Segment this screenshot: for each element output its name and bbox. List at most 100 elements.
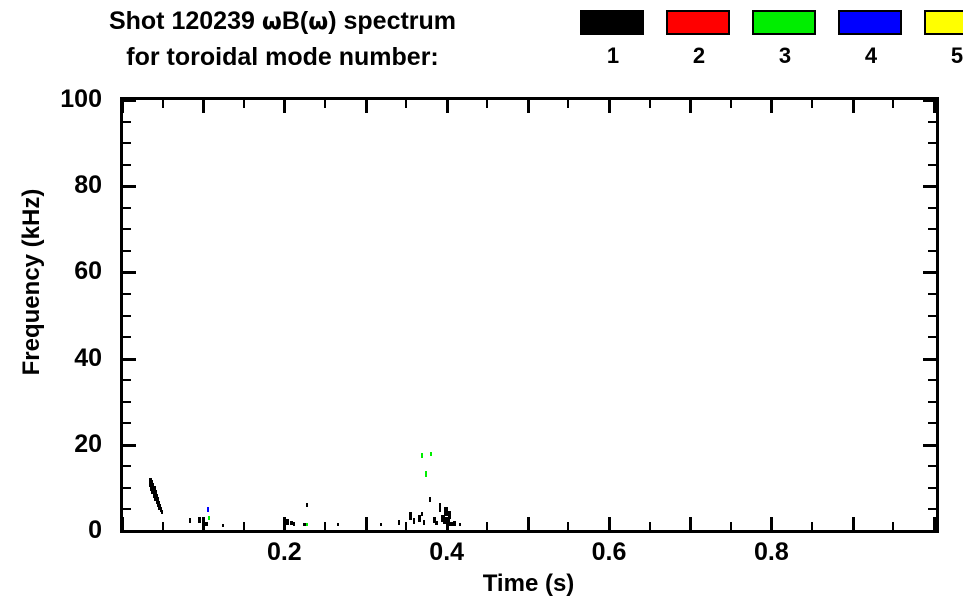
x-tick-minor: [405, 522, 408, 530]
plot-title: Shot 120239 ωB(ω) spectrum for toroidal …: [0, 4, 565, 75]
legend-item-mode-4[interactable]: 4: [838, 10, 904, 68]
data-mark-mode-1: [189, 518, 192, 524]
y-tick-minor-right: [928, 292, 936, 295]
x-tick-major: [526, 517, 530, 530]
plot-title-line-1: Shot 120239 ωB(ω) spectrum: [0, 4, 565, 40]
y-tick-minor: [123, 163, 131, 166]
legend-swatch-mode-2: [666, 10, 730, 35]
y-tick-minor: [123, 336, 131, 339]
legend-swatch-mode-5: [924, 10, 963, 35]
legend-label-mode-1: 1: [606, 43, 620, 68]
data-mark-mode-1: [442, 519, 446, 525]
data-mark-mode-1: [161, 510, 164, 515]
y-tick-minor: [123, 120, 131, 123]
legend-swatch-mode-1: [580, 10, 644, 35]
y-tick-minor: [123, 379, 131, 382]
x-tick-major-top: [364, 100, 368, 113]
y-tick-major-right: [923, 99, 936, 102]
data-mark-mode-1: [290, 520, 294, 525]
y-tick-minor: [123, 314, 131, 317]
data-mark-mode-1: [433, 516, 437, 523]
y-tick-major: [123, 357, 136, 361]
x-tick-major-top: [121, 100, 124, 113]
legend-item-mode-3[interactable]: 3: [752, 10, 818, 68]
y-tick-minor: [123, 400, 131, 403]
x-tick-minor: [810, 522, 813, 530]
y-tick-minor-right: [928, 400, 936, 403]
data-mark-mode-3: [424, 471, 427, 478]
x-tick-minor: [486, 522, 489, 530]
x-tick-major-top: [932, 100, 936, 113]
data-mark-mode-1: [417, 515, 421, 523]
x-tick-major-top: [445, 100, 449, 113]
legend-label-mode-4: 4: [864, 43, 878, 68]
legend-item-mode-2[interactable]: 2: [666, 10, 732, 68]
y-tick-minor: [123, 422, 131, 425]
x-tick-minor-top: [405, 100, 408, 108]
data-mark-mode-1: [303, 523, 307, 527]
legend-item-mode-5[interactable]: 5: [924, 10, 963, 68]
legend-label-mode-3: 3: [778, 43, 792, 68]
y-tick-minor-right: [928, 465, 936, 468]
y-tick-minor: [123, 228, 131, 231]
x-tick-major: [364, 517, 368, 530]
data-marks-layer: [123, 100, 936, 530]
x-tick-minor: [729, 522, 732, 530]
data-mark-mode-1: [429, 497, 432, 503]
y-tick-minor: [123, 292, 131, 295]
data-mark-mode-1: [397, 519, 400, 525]
y-tick-minor-right: [928, 163, 936, 166]
title-spectrum-text: ) spectrum: [328, 7, 457, 35]
axis-left: [120, 97, 123, 533]
x-tick-minor: [648, 522, 651, 530]
y-tick-major-right: [923, 530, 936, 533]
y-tick-label: 80: [74, 171, 102, 200]
x-tick-major-top: [689, 100, 693, 113]
data-mark-mode-1: [445, 516, 450, 523]
legend-swatch-mode-3: [752, 10, 816, 35]
legend-item-mode-1[interactable]: 1: [580, 10, 646, 68]
data-mark-mode-3: [305, 522, 308, 526]
legend-label-mode-2: 2: [692, 43, 706, 68]
y-tick-minor: [123, 508, 131, 511]
axis-bottom: [120, 530, 939, 533]
y-tick-minor-right: [928, 206, 936, 209]
data-mark-mode-3: [430, 452, 433, 457]
x-tick-major: [202, 517, 206, 530]
data-mark-mode-1: [409, 512, 413, 521]
x-tick-label: 0.4: [429, 538, 465, 566]
y-tick-major: [123, 185, 136, 189]
y-tick-minor-right: [928, 314, 936, 317]
data-mark-mode-1: [204, 522, 208, 527]
data-mark-mode-1: [421, 511, 424, 516]
legend-swatch-mode-4: [838, 10, 902, 35]
y-tick-minor: [123, 206, 131, 209]
omega-symbol-1: ω: [261, 9, 282, 35]
y-tick-label: 20: [74, 429, 102, 458]
x-tick-major: [121, 517, 124, 530]
x-tick-label: 0.8: [754, 538, 789, 566]
y-tick-label: 40: [74, 343, 102, 372]
x-tick-minor-top: [242, 100, 245, 108]
y-tick-minor: [123, 465, 131, 468]
omega-symbol-2: ω: [308, 9, 329, 35]
y-tick-minor-right: [928, 422, 936, 425]
x-tick-major-top: [202, 100, 206, 113]
legend-label-mode-5: 5: [950, 43, 963, 68]
x-tick-minor: [892, 522, 895, 530]
x-tick-major-top: [283, 100, 287, 113]
y-tick-major-right: [923, 357, 936, 361]
legend: 1 2 3 4 5: [578, 10, 963, 90]
y-tick-major-right: [923, 271, 936, 275]
data-mark-mode-1: [413, 517, 416, 524]
x-axis-label: Time (s): [482, 570, 575, 597]
data-mark-mode-1: [452, 520, 456, 526]
y-tick-minor-right: [928, 486, 936, 489]
x-tick-major-top: [608, 100, 612, 113]
x-tick-major: [932, 517, 936, 530]
x-tick-major: [445, 517, 449, 530]
data-mark-mode-1: [458, 523, 461, 527]
x-tick-minor: [323, 522, 326, 530]
x-tick-minor: [161, 522, 164, 530]
